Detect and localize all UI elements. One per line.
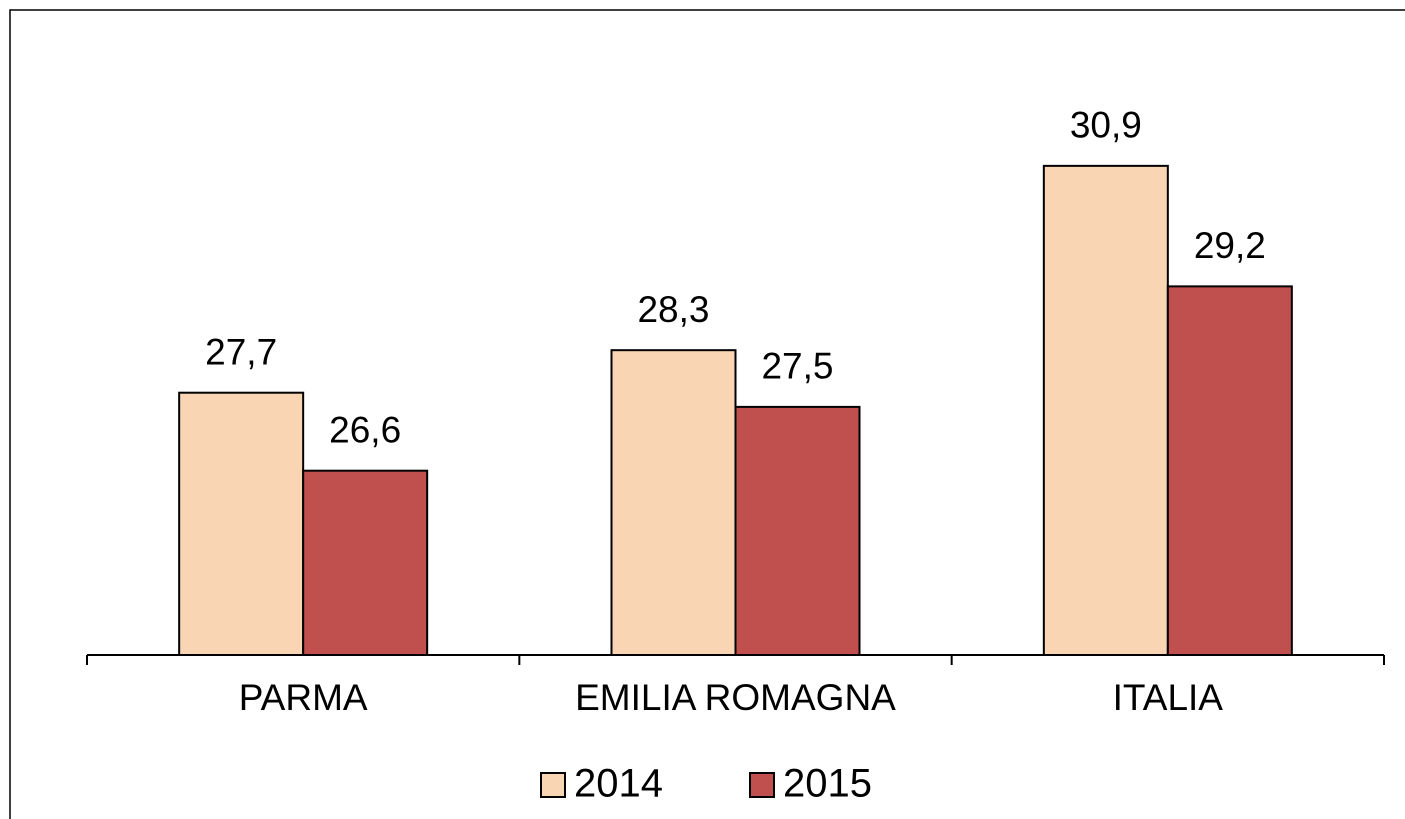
data-label: 29,2 — [1194, 225, 1266, 266]
bar — [178, 391, 305, 656]
legend-swatch — [540, 772, 566, 798]
x-tick-label: EMILIA ROMAGNA — [575, 677, 896, 718]
bar — [302, 469, 429, 657]
legend-swatch — [749, 772, 775, 798]
bar — [1042, 164, 1169, 656]
legend-label: 2014 — [574, 762, 663, 806]
data-label: 27,5 — [761, 346, 833, 387]
chart-frame — [9, 9, 1405, 819]
bar — [1166, 285, 1293, 656]
data-label: 28,3 — [637, 289, 709, 330]
data-label: 26,6 — [329, 409, 401, 450]
bar — [734, 405, 861, 656]
data-label: 30,9 — [1070, 105, 1142, 146]
data-label: 27,7 — [205, 331, 277, 372]
x-tick-label: ITALIA — [1113, 677, 1224, 718]
legend-label: 2015 — [783, 762, 872, 806]
bar — [610, 349, 737, 656]
x-tick-label: PARMA — [239, 677, 368, 718]
